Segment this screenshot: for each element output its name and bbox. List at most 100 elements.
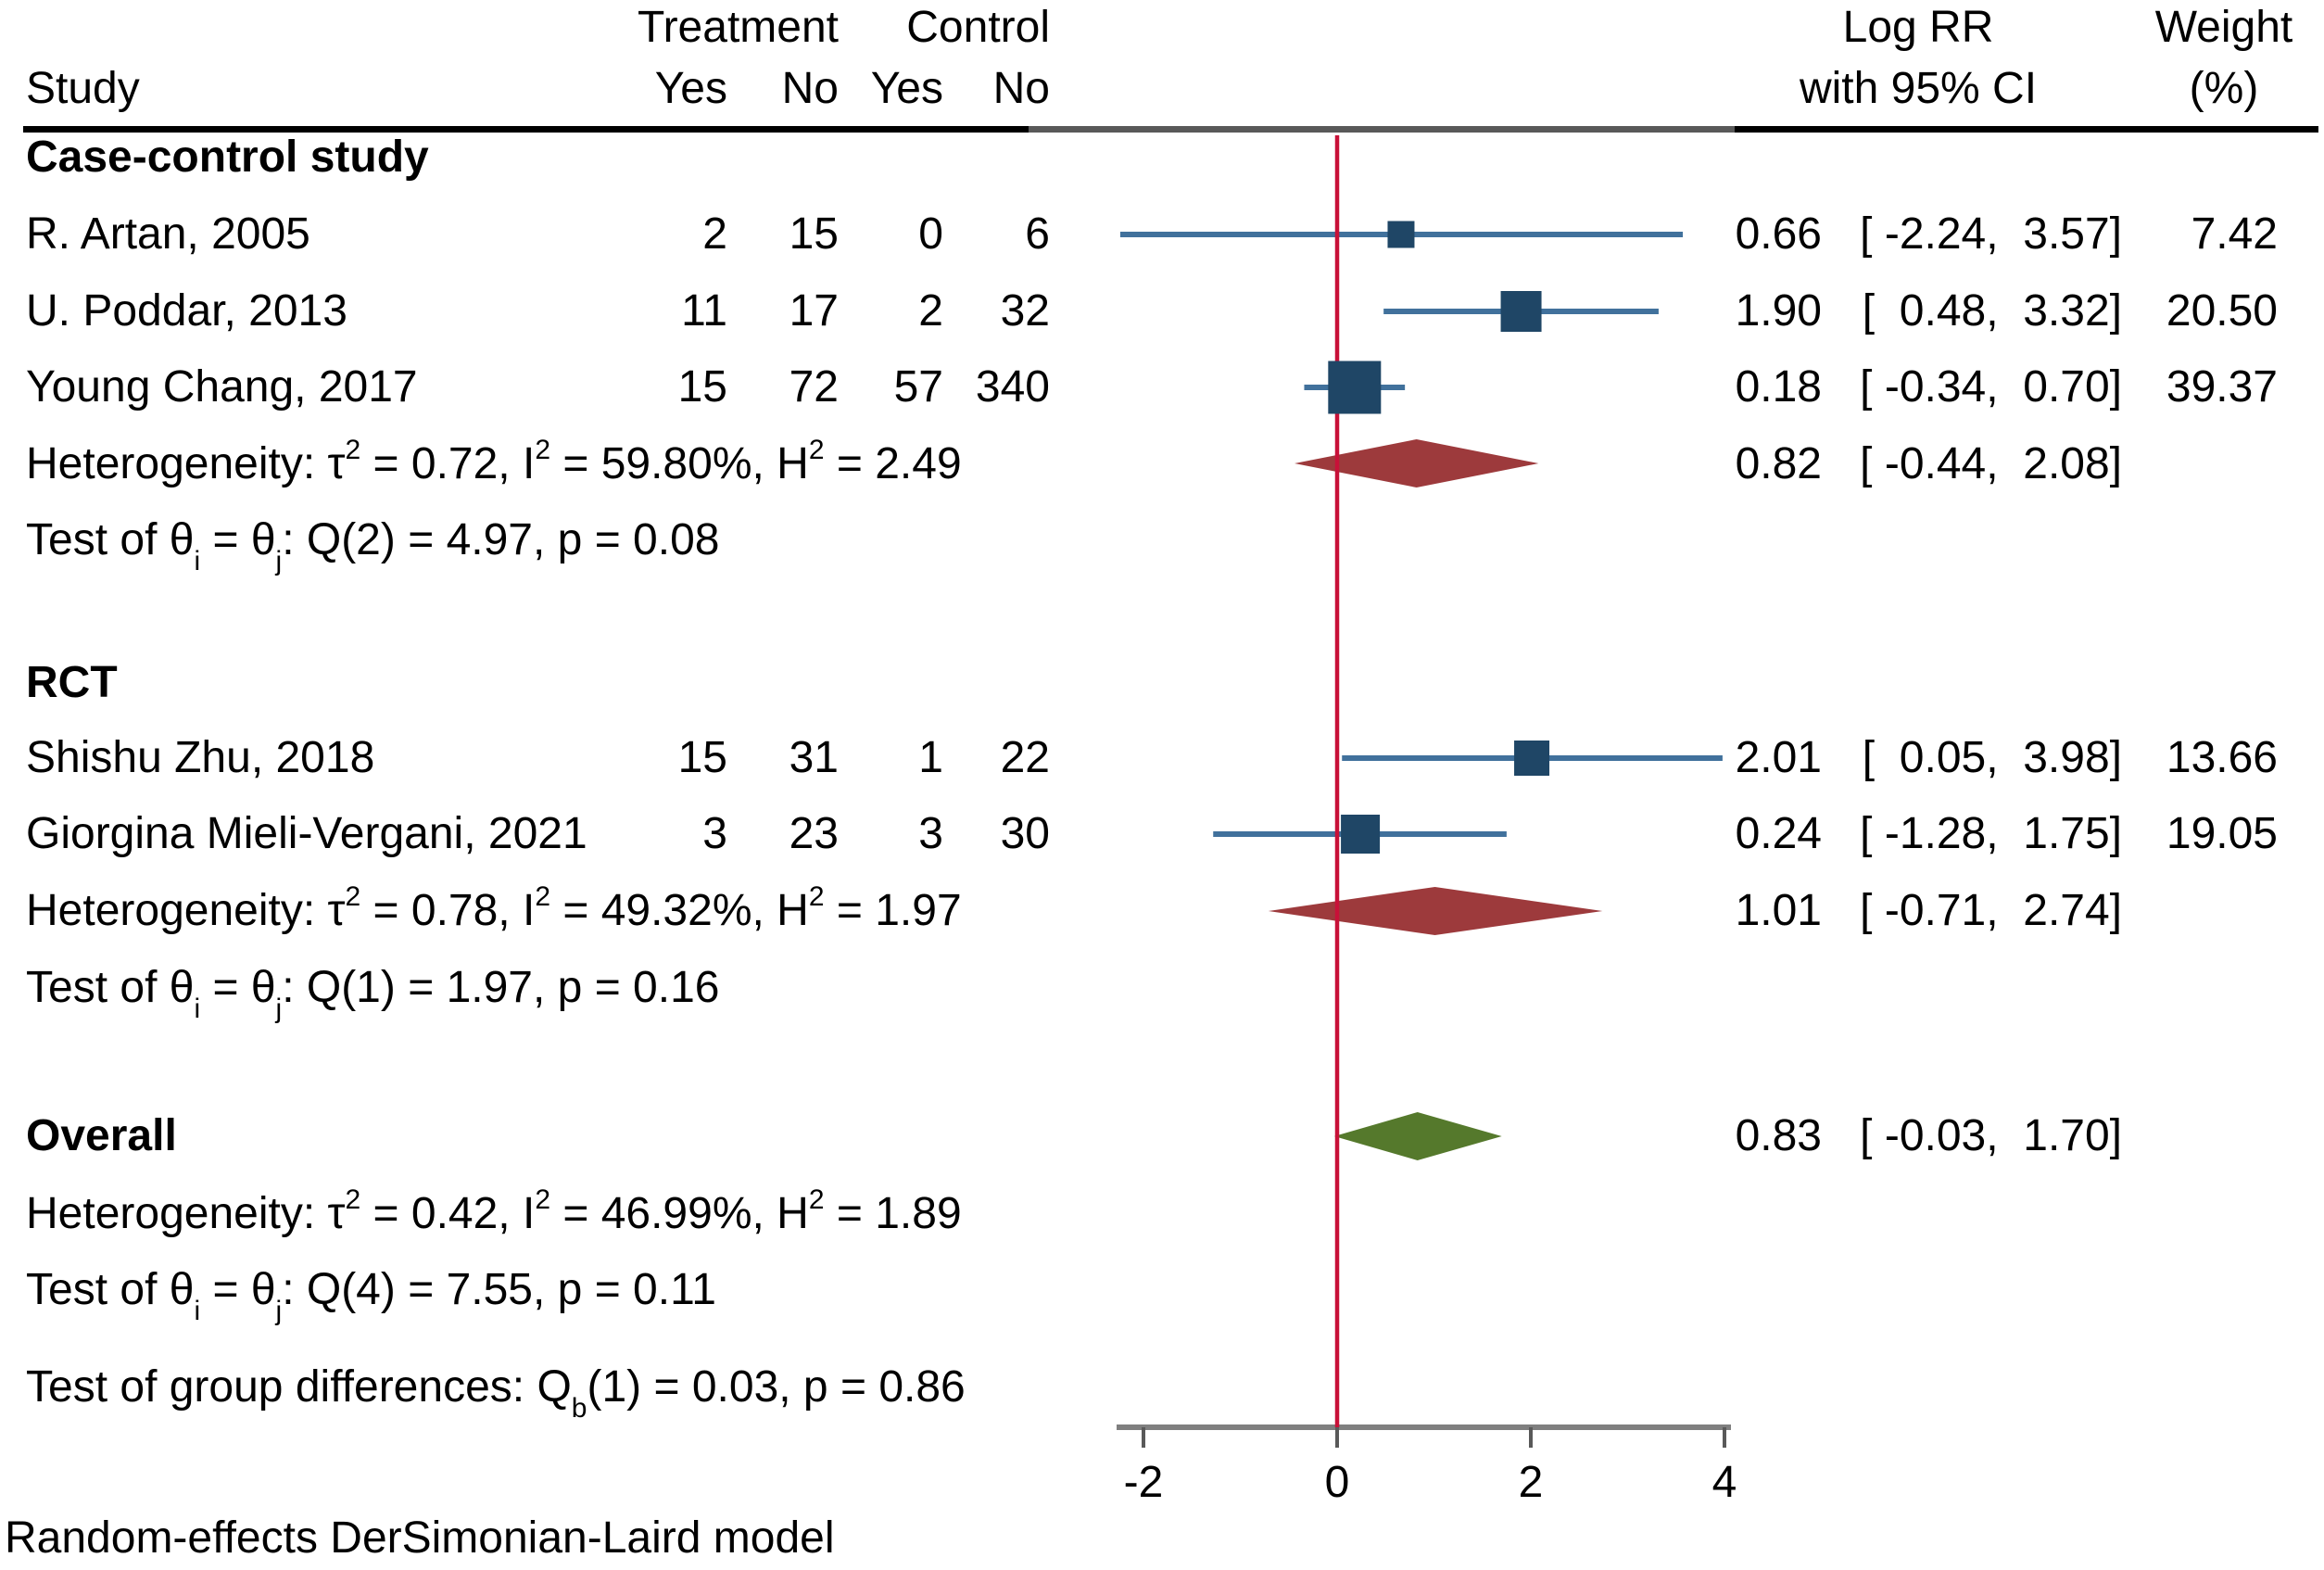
- weight-value: 39.37: [2166, 362, 2278, 411]
- subscript: j: [275, 1295, 283, 1326]
- text-run: = θ: [200, 515, 276, 564]
- weight-header-line2: (%): [2189, 64, 2259, 113]
- superscript: 2: [345, 435, 361, 465]
- test-row-case-control: Test of θi = θj: Q(2) = 4.97, p = 0.08: [0, 502, 2324, 578]
- superscript: 2: [345, 1184, 361, 1215]
- study-name: Giorgina Mieli-Vergani, 2021: [26, 809, 587, 858]
- header-rule-right: [1735, 126, 2318, 133]
- text-run: = 0.42, I: [360, 1189, 536, 1238]
- text-run: = 2.49: [824, 439, 962, 488]
- text-run: Heterogeneity: τ: [26, 886, 346, 935]
- control-no-value: 340: [975, 362, 1050, 411]
- heterogeneity-row-case-control: Heterogeneity: τ2 = 0.72, I2 = 59.80%, H…: [0, 426, 2324, 502]
- treatment-no-header: No: [709, 61, 839, 117]
- text-run: = θ: [200, 963, 276, 1012]
- control-yes-header: Yes: [814, 61, 943, 117]
- treatment-no-value: 72: [789, 362, 839, 411]
- subscript: i: [194, 993, 201, 1024]
- model-note: Random-effects DerSimonian-Laird model: [5, 1513, 835, 1563]
- group-label-case-control: Case-control study: [26, 133, 429, 182]
- confidence-interval: [ -1.28, 1.75]: [1860, 809, 2122, 858]
- effect-estimate: 2.01: [1735, 733, 1822, 782]
- text-run: : Q(2) = 4.97, p = 0.08: [282, 515, 720, 564]
- confidence-interval: [ 0.05, 3.98]: [1862, 733, 2122, 782]
- study-name: Young Chang, 2017: [26, 362, 418, 411]
- text-run: (1) = 0.03, p = 0.86: [587, 1362, 966, 1412]
- test-text: Test of θi = θj: Q(2) = 4.97, p = 0.08: [26, 502, 1045, 578]
- overall-label: Overall: [26, 1111, 177, 1160]
- subscript: j: [275, 993, 283, 1024]
- subscript: j: [275, 545, 283, 576]
- group-label-rct: RCT: [26, 658, 118, 707]
- control-no-value: 30: [1000, 809, 1050, 858]
- overall-confidence-interval: [ -0.03, 1.70]: [1860, 1111, 2122, 1160]
- confidence-interval: [ -0.34, 0.70]: [1860, 362, 2122, 411]
- study-row-chang: Young Chang, 2017 15 72 57 340 0.18 [ -0…: [0, 349, 2324, 425]
- text-run: = 0.72, I: [360, 439, 536, 488]
- study-column-header: Study: [26, 61, 397, 117]
- header-rule-left: [23, 126, 1029, 133]
- effect-header-line1: Log RR: [1842, 3, 1994, 52]
- control-yes-label: Yes: [870, 64, 943, 113]
- control-yes-value: 0: [918, 209, 943, 259]
- overall-row: Overall 0.83 [ -0.03, 1.70]: [0, 1098, 2324, 1174]
- heterogeneity-row-rct: Heterogeneity: τ2 = 0.78, I2 = 49.32%, H…: [0, 873, 2324, 949]
- study-name: U. Poddar, 2013: [26, 286, 347, 336]
- study-row-artan: R. Artan, 2005 2 15 0 6 0.66 [ -2.24, 3.…: [0, 196, 2324, 272]
- control-yes-value: 3: [918, 809, 943, 858]
- treatment-no-value: 15: [789, 209, 839, 259]
- text-run: = θ: [200, 1265, 276, 1314]
- study-row-mieli-vergani: Giorgina Mieli-Vergani, 2021 3 23 3 30 0…: [0, 796, 2324, 872]
- heterogeneity-row-overall: Heterogeneity: τ2 = 0.42, I2 = 46.99%, H…: [0, 1176, 2324, 1252]
- overall-estimate: 0.83: [1735, 1111, 1822, 1160]
- text-run: = 49.32%, H: [550, 886, 809, 935]
- superscript: 2: [808, 1184, 825, 1215]
- x-axis-tick-label: 0: [1325, 1458, 1350, 1507]
- treatment-no-label: No: [781, 64, 839, 113]
- group-difference-row: Test of group differences: Qb(1) = 0.03,…: [0, 1349, 2324, 1425]
- effect-header-line2: with 95% CI: [1799, 64, 2038, 113]
- heterogeneity-text: Heterogeneity: τ2 = 0.78, I2 = 49.32%, H…: [26, 873, 1045, 949]
- treatment-yes-value: 15: [677, 733, 727, 782]
- text-run: Test of θ: [26, 515, 195, 564]
- study-row-zhu: Shishu Zhu, 2018 15 31 1 22 2.01 [ 0.05,…: [0, 720, 2324, 796]
- effect-estimate: 0.24: [1735, 809, 1822, 858]
- superscript: 2: [535, 881, 550, 912]
- x-axis-tick-label: -2: [1124, 1458, 1164, 1507]
- text-run: = 59.80%, H: [550, 439, 809, 488]
- treatment-yes-value: 2: [702, 209, 727, 259]
- text-run: Test of θ: [26, 963, 195, 1012]
- treatment-yes-value: 15: [677, 362, 727, 411]
- treatment-no-value: 17: [789, 286, 839, 336]
- heterogeneity-text: Heterogeneity: τ2 = 0.42, I2 = 46.99%, H…: [26, 1176, 1045, 1252]
- treatment-yes-value: 11: [681, 286, 727, 336]
- treatment-label: Treatment: [638, 3, 839, 52]
- x-axis-tick-label: 4: [1712, 1458, 1737, 1507]
- effect-column-header-top: Log RR: [1807, 0, 2029, 56]
- control-no-value: 22: [1000, 733, 1050, 782]
- effect-column-header-bottom: with 95% CI: [1788, 61, 2048, 117]
- test-text: Test of θi = θj: Q(1) = 1.97, p = 0.16: [26, 950, 1045, 1026]
- superscript: 2: [535, 1184, 550, 1215]
- study-name: R. Artan, 2005: [26, 209, 310, 259]
- group-difference-text: Test of group differences: Qb(1) = 0.03,…: [26, 1349, 1045, 1425]
- text-run: = 1.89: [824, 1189, 962, 1238]
- weight-value: 19.05: [2166, 809, 2278, 858]
- control-no-value: 32: [1000, 286, 1050, 336]
- summary-confidence-interval: [ -0.71, 2.74]: [1860, 886, 2122, 935]
- x-axis-tick-label: 2: [1519, 1458, 1544, 1507]
- text-run: Heterogeneity: τ: [26, 439, 346, 488]
- subscript: b: [571, 1392, 587, 1424]
- header-rule-middle: [1029, 126, 1735, 133]
- study-name: Shishu Zhu, 2018: [26, 733, 375, 782]
- weight-column-header-top: Weight: [2113, 0, 2324, 56]
- text-run: = 1.97: [824, 886, 962, 935]
- weight-header-line1: Weight: [2154, 3, 2293, 52]
- test-row-overall: Test of θi = θj: Q(4) = 7.55, p = 0.11: [0, 1252, 2324, 1328]
- subscript: i: [194, 545, 201, 576]
- confidence-interval: [ -2.24, 3.57]: [1860, 209, 2122, 259]
- test-row-rct: Test of θi = θj: Q(1) = 1.97, p = 0.16: [0, 950, 2324, 1026]
- weight-value: 20.50: [2166, 286, 2278, 336]
- study-label: Study: [26, 64, 140, 113]
